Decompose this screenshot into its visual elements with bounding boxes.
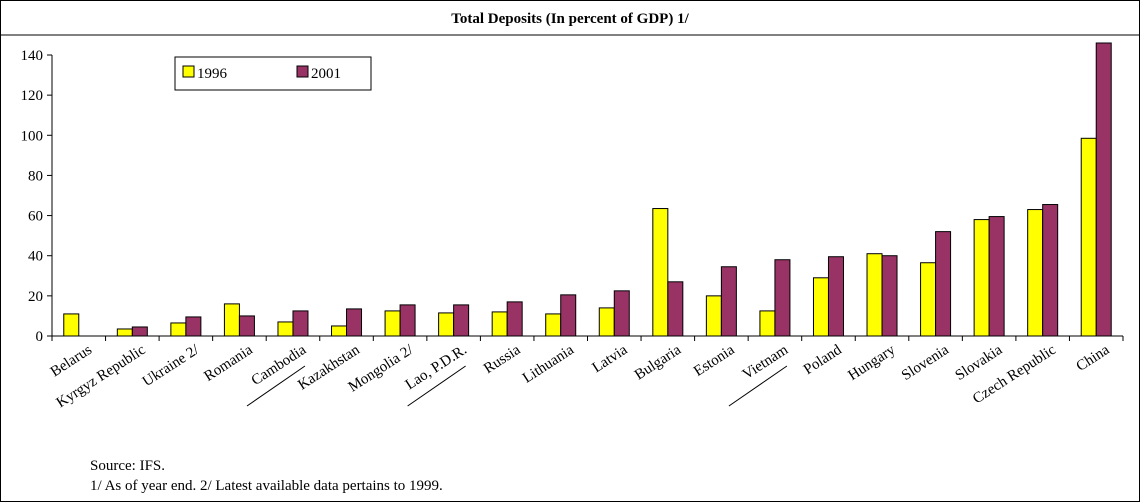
legend-swatch-1996: [182, 65, 195, 78]
bar-1996-slovenia: [920, 262, 937, 337]
bar-2001-czech-republic: [1042, 204, 1059, 337]
chart-title: Total Deposits (In percent of GDP) 1/: [451, 11, 689, 27]
bar-1996-lao-p-d-r: [438, 312, 455, 337]
x-tick-label: Russia: [481, 342, 524, 377]
bar-2001-lao-p-d-r: [453, 304, 470, 337]
bar-1996-belarus: [63, 313, 80, 337]
x-tick-label: Vietnam: [740, 342, 792, 383]
legend-label-2001: 2001: [311, 66, 341, 82]
bar-2001-mongolia-2: [399, 304, 416, 337]
y-tick-label: 80: [28, 168, 43, 184]
bar-1996-cambodia: [277, 321, 294, 337]
bar-2001-romania: [238, 315, 255, 337]
y-tick-label: 100: [21, 128, 44, 144]
bar-2001-vietnam: [774, 259, 791, 337]
bar-2001-china: [1095, 42, 1112, 337]
bar-1996-poland: [812, 277, 829, 337]
bar-1996-estonia: [705, 295, 722, 337]
footnote: 1/ As of year end. 2/ Latest available d…: [90, 478, 443, 494]
bar-1996-mongolia-2: [384, 310, 401, 337]
x-tick-label: Bulgaria: [632, 342, 684, 384]
x-tick-label: Hungary: [845, 342, 898, 384]
bar-1996-vietnam: [759, 310, 776, 337]
bar-2001-kyrgyz-republic: [131, 326, 148, 337]
x-tick-label: Slovenia: [899, 342, 952, 384]
y-tick-label: 120: [21, 88, 44, 104]
bar-2001-russia: [506, 301, 523, 337]
x-tick-label: Lithuania: [520, 342, 577, 387]
x-tick-label: Estonia: [691, 342, 738, 380]
x-tick-label: Poland: [801, 342, 845, 378]
bar-1996-kazakhstan: [331, 325, 348, 337]
bar-2001-estonia: [720, 266, 737, 337]
x-tick-label: Romania: [201, 342, 255, 385]
bar-2001-hungary: [881, 255, 898, 337]
bar-2001-bulgaria: [667, 281, 684, 337]
x-tick-label: Latvia: [590, 342, 631, 376]
bar-1996-china: [1080, 137, 1097, 337]
bar-2001-ukraine-2: [185, 316, 202, 337]
x-tick-label: China: [1074, 342, 1113, 375]
bar-1996-slovakia: [973, 219, 990, 337]
bar-2001-poland: [827, 256, 844, 337]
bar-1996-russia: [491, 311, 508, 337]
bar-1996-kyrgyz-republic: [116, 328, 133, 337]
y-tick-label: 40: [28, 249, 43, 265]
bar-2001-cambodia: [292, 310, 309, 337]
y-tick-label: 20: [28, 289, 43, 305]
bar-1996-czech-republic: [1027, 209, 1044, 337]
bar-2001-kazakhstan: [346, 308, 363, 337]
y-tick-label: 0: [36, 329, 44, 345]
legend-swatch-2001: [296, 65, 309, 78]
bar-2001-lithuania: [560, 294, 577, 337]
bar-2001-slovakia: [988, 216, 1005, 337]
bar-1996-hungary: [866, 253, 883, 337]
x-tick-label: Lao, P.D.R.: [403, 342, 470, 393]
bar-1996-romania: [223, 303, 240, 337]
y-tick-label: 140: [21, 48, 44, 64]
source-note: Source: IFS.: [90, 458, 165, 474]
label-underline: [246, 365, 306, 407]
legend-box: [174, 56, 372, 91]
legend-label-1996: 1996: [197, 66, 228, 82]
bar-1996-lithuania: [545, 313, 562, 337]
bar-2001-latvia: [613, 290, 630, 337]
label-underline: [407, 365, 466, 407]
y-tick-label: 60: [28, 209, 43, 225]
bar-1996-bulgaria: [652, 208, 669, 337]
legend: 1996 2001: [174, 56, 372, 91]
bar-1996-ukraine-2: [170, 322, 187, 337]
label-underline: [728, 365, 788, 407]
bar-2001-slovenia: [935, 231, 952, 337]
x-tick-label: Ukraine 2/: [140, 341, 203, 390]
x-tick-label: Kyrgyz Republic: [54, 342, 149, 411]
bar-1996-latvia: [598, 307, 615, 337]
